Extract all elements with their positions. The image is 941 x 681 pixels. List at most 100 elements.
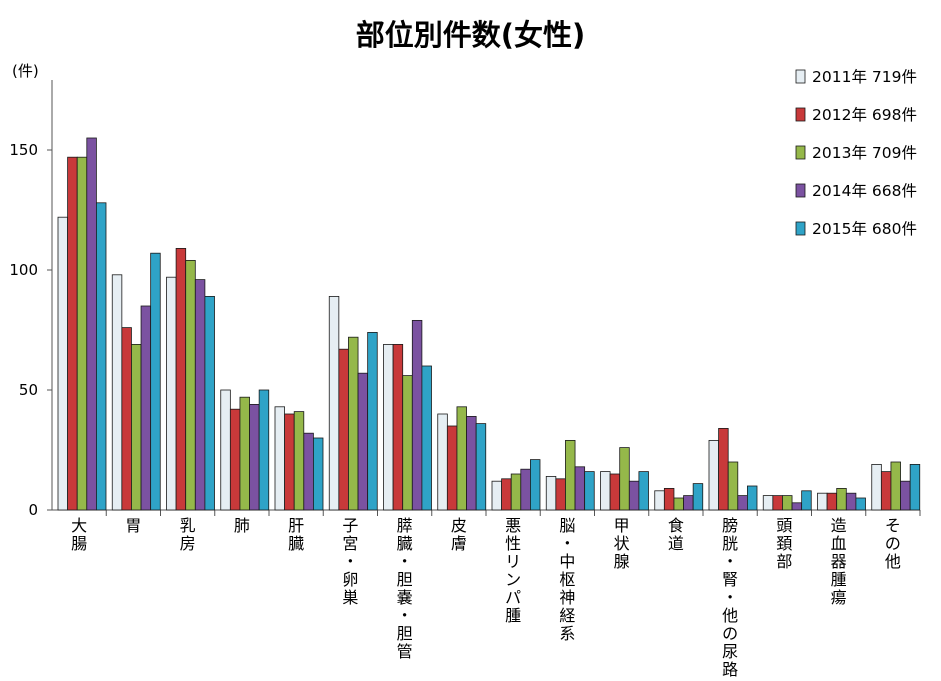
x-tick-label-char: 胆 <box>397 624 413 643</box>
bar <box>600 471 611 511</box>
bar <box>338 348 349 511</box>
bar <box>501 478 512 511</box>
x-tick-label-char: 脳 <box>559 516 575 535</box>
x-tick-label-char: 胃 <box>125 516 141 535</box>
x-tick-label-char: 乳 <box>180 516 196 535</box>
bar <box>166 276 177 511</box>
bar <box>692 483 704 511</box>
x-tick-label-char: 宮 <box>342 534 358 553</box>
bar <box>737 495 748 511</box>
x-tick-label-char: そ <box>885 516 901 535</box>
x-tick-label-char: 腎 <box>722 570 738 589</box>
x-tick-label-char: 大 <box>71 516 87 535</box>
y-tick-label: 100 <box>9 261 38 279</box>
bar <box>747 485 758 511</box>
bar <box>663 487 675 511</box>
y-tick-label: 150 <box>9 141 38 159</box>
bar <box>683 495 694 511</box>
bar <box>545 475 557 511</box>
x-tick-label-char: 皮 <box>451 516 467 535</box>
x-tick-label-char: 器 <box>831 552 847 571</box>
x-tick-label-char: 卵 <box>342 570 358 589</box>
x-tick-label-char: 胆 <box>397 570 413 589</box>
bar <box>491 480 503 511</box>
bar <box>293 411 305 511</box>
bar <box>249 403 260 511</box>
x-tick-label-char: 枢 <box>559 570 575 589</box>
legend-label: 2012年 698件 <box>812 106 917 124</box>
x-tick-label-char: 他 <box>722 606 738 625</box>
bar <box>86 137 97 511</box>
x-tick-label-char: の <box>722 624 738 643</box>
bar <box>727 461 739 511</box>
bar <box>76 156 88 511</box>
x-tick-label-char: リ <box>505 552 521 571</box>
x-tick-label-char: 膀 <box>722 516 738 535</box>
bar <box>574 466 586 511</box>
bar <box>367 331 378 511</box>
x-tick-label-char: 系 <box>559 624 575 643</box>
bar <box>121 327 132 511</box>
y-axis-label: (件) <box>12 62 39 80</box>
bar <box>801 490 812 511</box>
bar <box>284 413 295 511</box>
bar <box>826 492 838 511</box>
x-tick-label-char: 尿 <box>722 642 738 661</box>
bar <box>510 473 522 511</box>
bar <box>718 427 729 511</box>
bar <box>150 252 161 511</box>
x-tick-label-char: ・ <box>722 552 738 571</box>
y-tick-label: 50 <box>19 381 38 399</box>
x-tick-label-char: 巣 <box>342 588 358 607</box>
x-tick-label-char: 部 <box>776 552 792 571</box>
legend-label: 2013年 709件 <box>812 144 917 162</box>
x-tick-label-char: パ <box>505 588 521 607</box>
x-tick-label-char: ・ <box>342 552 358 571</box>
bar <box>446 425 458 511</box>
bar <box>67 156 78 511</box>
bar <box>185 259 196 511</box>
x-tick-label-char: 管 <box>397 642 413 661</box>
bar <box>383 343 394 511</box>
x-tick-label-char: 神 <box>559 588 575 607</box>
x-tick-label-char: 膵 <box>397 516 413 535</box>
x-tick-label-char: 悪 <box>505 516 521 535</box>
bar <box>772 495 783 511</box>
bar <box>466 415 477 511</box>
bar <box>140 305 152 511</box>
x-tick-label-char: 血 <box>831 534 847 553</box>
x-tick-label-char: 腸 <box>71 534 87 553</box>
legend-label: 2011年 719件 <box>812 68 917 86</box>
bar <box>437 413 448 511</box>
x-tick-label-char: 腫 <box>831 570 847 589</box>
x-tick-label-char: 食 <box>668 516 684 535</box>
bar <box>303 432 314 511</box>
bar <box>274 406 286 511</box>
chart-title: 部位別件数(女性) <box>355 18 586 52</box>
bar <box>312 437 324 511</box>
x-tick-label-char: 経 <box>559 606 575 625</box>
bar <box>131 343 142 511</box>
x-tick-label-char: 他 <box>885 552 901 571</box>
bar <box>654 490 665 511</box>
bar <box>845 492 857 511</box>
x-tick-label-char: 膚 <box>451 534 467 553</box>
bar <box>175 247 187 511</box>
legend-swatch <box>795 145 806 160</box>
bar <box>411 319 423 511</box>
x-tick-label-char: ・ <box>722 588 738 607</box>
x-tick-label-char: ・ <box>397 552 413 571</box>
bar <box>900 480 911 511</box>
x-tick-label-char: 瘍 <box>831 588 847 607</box>
x-tick-label-char: 房 <box>180 534 196 553</box>
legend-swatch <box>795 69 806 84</box>
x-tick-label-char: 道 <box>668 534 684 553</box>
bar <box>96 202 107 511</box>
legend-swatch <box>795 221 806 236</box>
x-tick-label-char: 肺 <box>234 516 250 535</box>
bar <box>880 471 892 511</box>
bar <box>204 295 215 511</box>
x-tick-label-char: 臓 <box>397 534 413 553</box>
bar <box>555 478 566 511</box>
